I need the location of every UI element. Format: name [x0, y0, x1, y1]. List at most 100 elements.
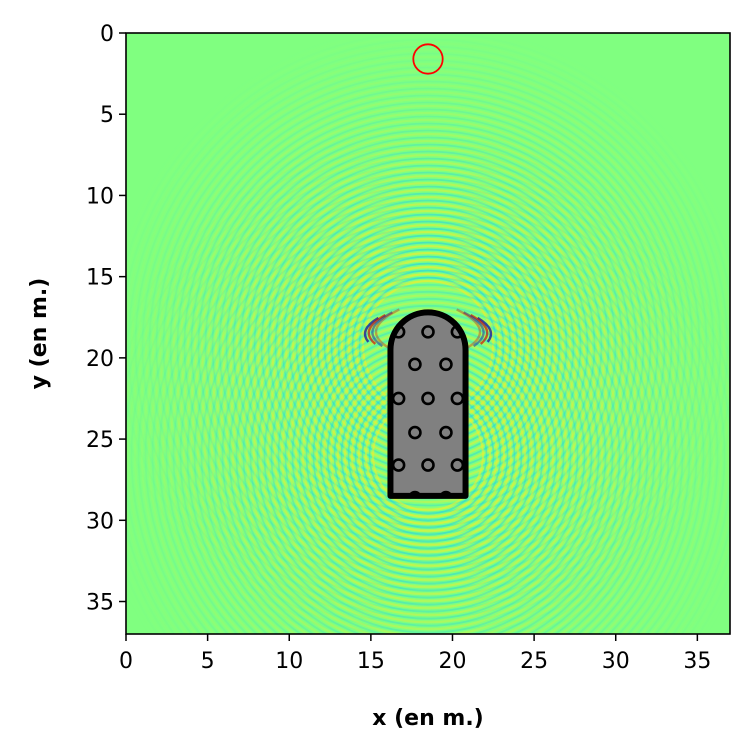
wave-ring [235, 153, 621, 539]
wave-ring [259, 287, 597, 624]
inclusion-marker [450, 458, 465, 472]
wave-ring [225, 143, 631, 549]
wave-ring [256, 174, 600, 518]
wave-ring [214, 132, 642, 560]
y-tick-label: 30 [86, 509, 114, 534]
inclusion-marker [408, 425, 422, 440]
y-tick-label: 15 [86, 266, 114, 291]
wave-ring [214, 241, 642, 634]
inclusion-marker [391, 458, 406, 472]
wave-ring [161, 189, 695, 634]
wave-ring [151, 179, 705, 634]
y-tick-label: 20 [86, 347, 114, 372]
wave-ring [232, 150, 624, 542]
wave-ring [228, 146, 628, 546]
wave-ring [235, 262, 621, 634]
wave-ring [200, 227, 656, 634]
wave-ring [266, 294, 590, 617]
wave-ring [140, 168, 716, 634]
y-axis-label: y (en m.) [27, 278, 52, 390]
wave-ring [263, 181, 593, 511]
x-tick-label: 0 [119, 649, 133, 674]
wave-ring [207, 234, 649, 634]
wave-ring [186, 213, 670, 634]
wave-ring [193, 111, 663, 581]
wave-ring [210, 238, 646, 634]
wave-ring [179, 206, 677, 634]
obstacle [387, 309, 469, 499]
x-axis: 0 5 10 15 20 25 30 35 [119, 634, 711, 674]
inclusion-marker [421, 325, 435, 339]
wave-ring [179, 97, 677, 595]
wave-ring [242, 160, 614, 532]
side-lobe [374, 308, 400, 350]
wave-ring [147, 175, 709, 634]
wave-ring [126, 147, 730, 634]
inclusion-marker [439, 490, 453, 496]
wave-ring [176, 94, 680, 598]
inclusion-marker [439, 425, 453, 440]
wave-ring [186, 104, 670, 588]
wave-ring [165, 83, 691, 609]
y-tick-label: 25 [86, 428, 114, 453]
wave-ring [158, 186, 698, 634]
wave-ring [231, 259, 625, 634]
inclusion-marker [421, 391, 435, 406]
wave-ring [277, 304, 579, 606]
side-lobe [470, 314, 489, 345]
wave-ring [127, 45, 729, 634]
source [412, 43, 444, 75]
wave-ring [246, 164, 610, 528]
inclusion-marker [408, 357, 422, 372]
wave-ring [126, 151, 730, 634]
wave-ring [197, 115, 659, 577]
y-tick-label: 10 [86, 184, 114, 209]
inclusion-marker [421, 458, 435, 472]
y-tick-label: 35 [86, 591, 114, 616]
inclusion-marker [439, 357, 453, 372]
side-lobe [367, 314, 386, 345]
wave-ring [252, 280, 604, 631]
inclusion-marker [408, 490, 422, 496]
plot-frame [125, 32, 731, 635]
wave-ring [137, 55, 719, 634]
wave-ring [228, 255, 628, 634]
wave-ring [224, 252, 632, 634]
wave-ring [137, 165, 719, 634]
side-lobe [371, 311, 393, 348]
wave-ring [134, 52, 722, 634]
x-tick-label: 35 [683, 649, 711, 674]
wave-ring [126, 154, 730, 634]
wave-ring [158, 76, 698, 616]
wave-ring [165, 193, 691, 634]
wave-ring [182, 210, 674, 634]
wave-ring [273, 301, 583, 610]
wave-ring [200, 118, 656, 574]
wave-ring [242, 269, 614, 634]
wave-ring [190, 108, 666, 584]
wave-ring [221, 139, 635, 553]
wave-ring [256, 283, 600, 627]
wave-ring [270, 188, 586, 504]
wave-ring [218, 136, 638, 556]
source-marker [412, 43, 444, 75]
wave-ring [169, 87, 687, 605]
x-tick-label: 15 [357, 649, 385, 674]
wave-ring [207, 125, 649, 567]
wave-ring [133, 161, 723, 634]
side-lobe [456, 308, 482, 350]
side-lobe [477, 316, 493, 343]
wave-ring [168, 196, 688, 634]
wave-ring [183, 101, 673, 591]
wave-ring [148, 66, 708, 626]
wave-ring [130, 48, 726, 634]
y-tick-label: 0 [100, 22, 114, 47]
wave-ring [249, 167, 607, 525]
inclusion-marker [450, 391, 465, 406]
wave-ring [144, 62, 712, 630]
y-tick-label: 5 [100, 103, 114, 128]
wave-ring [217, 245, 639, 634]
wave-ring [196, 224, 660, 634]
wave-ring [267, 185, 589, 507]
y-axis: 0 5 10 15 20 25 30 35 [86, 22, 126, 616]
